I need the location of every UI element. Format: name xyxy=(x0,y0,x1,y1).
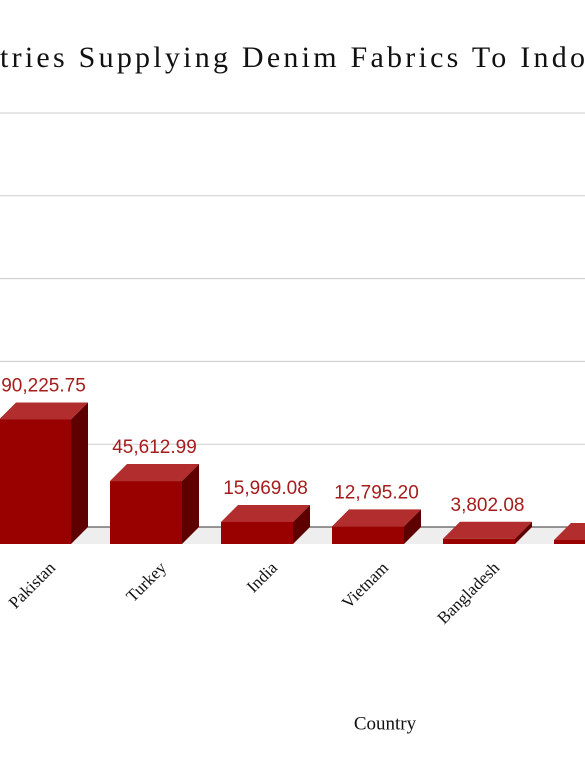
bar-top xyxy=(443,521,532,539)
bar-top xyxy=(0,402,88,420)
bar-side xyxy=(293,504,310,544)
x-tick-label: India xyxy=(243,558,281,596)
value-label: 15,969.08 xyxy=(223,478,308,499)
bar xyxy=(221,521,293,544)
bar xyxy=(443,538,515,544)
x-tick-label: Bangladesh xyxy=(434,558,504,628)
bar xyxy=(332,526,404,544)
bar-top xyxy=(554,522,585,540)
x-axis-label: Country xyxy=(354,713,417,734)
x-tick-label: Vietnam xyxy=(338,558,392,612)
x-tick-label: Pakistan xyxy=(5,558,60,613)
bar-top xyxy=(110,464,199,482)
chart-title: tries Supplying Denim Fabrics To Indo xyxy=(0,41,585,74)
bar-side xyxy=(71,402,88,544)
bar-top xyxy=(332,509,421,527)
value-label: 3,802.08 xyxy=(451,495,525,516)
value-label: 90,225.75 xyxy=(1,376,86,397)
bar xyxy=(0,419,71,544)
value-label: 45,612.99 xyxy=(112,437,197,458)
bar-top xyxy=(221,504,310,522)
bar xyxy=(110,481,182,544)
x-tick-label: Turkey xyxy=(122,558,170,606)
bar-side xyxy=(404,509,421,544)
bar-side xyxy=(182,464,199,544)
bar-side xyxy=(515,521,532,544)
bar xyxy=(554,539,585,544)
value-label: 12,795.20 xyxy=(334,482,419,503)
